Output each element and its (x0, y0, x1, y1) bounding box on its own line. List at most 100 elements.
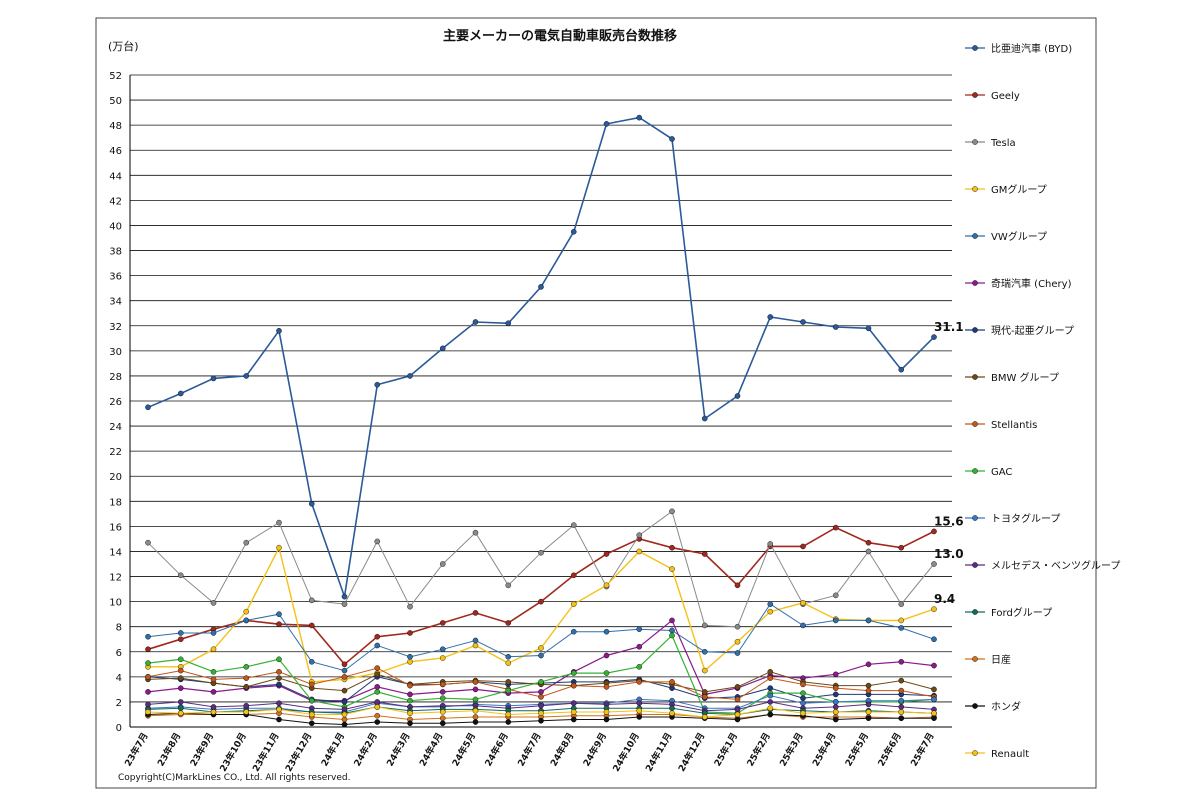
data-point (570, 670, 577, 676)
legend-marker (972, 374, 978, 380)
data-point (767, 692, 774, 699)
data-point (570, 572, 577, 579)
y-tick-label: 14 (109, 547, 122, 558)
data-point (538, 689, 544, 695)
data-point (898, 715, 905, 722)
legend-marker (972, 750, 978, 756)
y-tick-label: 10 (109, 598, 122, 609)
y-tick-label: 32 (109, 322, 122, 333)
data-point (308, 720, 315, 727)
data-point (374, 671, 381, 678)
data-point (865, 682, 872, 689)
data-point (767, 541, 774, 547)
data-point (898, 366, 905, 373)
y-tick-label: 22 (109, 447, 122, 458)
data-point (276, 716, 282, 723)
data-point (636, 626, 643, 633)
data-point (603, 121, 610, 127)
data-point (407, 373, 413, 379)
data-point (276, 656, 282, 663)
y-tick-label: 44 (109, 171, 122, 182)
data-point (931, 696, 937, 703)
data-point (177, 390, 184, 397)
data-point (865, 325, 872, 332)
legend-label: 現代-起亜グループ (991, 324, 1074, 337)
data-point (341, 711, 348, 718)
data-point (669, 617, 675, 624)
data-point (276, 621, 282, 627)
data-point (243, 617, 250, 624)
legend-item: メルセデス・ベンツグループ (965, 559, 1120, 572)
data-point (734, 650, 741, 656)
end-value-label: 9.4 (934, 592, 955, 606)
data-point (832, 671, 839, 678)
legend-item: Stellantis (965, 420, 1037, 431)
data-point (210, 375, 217, 382)
data-point (177, 630, 184, 636)
data-point (898, 687, 905, 694)
data-point (931, 662, 937, 669)
legend-label: Geely (991, 91, 1020, 102)
data-point (570, 682, 577, 689)
data-point (636, 643, 643, 650)
data-point (767, 685, 774, 691)
data-point (570, 228, 577, 235)
data-point (931, 561, 937, 567)
data-point (145, 660, 151, 666)
data-point (669, 136, 675, 142)
data-point (210, 704, 217, 710)
data-point (538, 598, 544, 605)
data-point (374, 381, 381, 388)
data-point (210, 630, 217, 636)
data-point (505, 582, 512, 589)
data-point (145, 539, 151, 546)
data-point (276, 700, 282, 706)
data-point (341, 721, 348, 728)
y-tick-label: 24 (109, 422, 122, 433)
data-point (800, 600, 806, 606)
y-tick-label: 20 (109, 472, 122, 483)
data-point (407, 697, 413, 704)
data-point (931, 686, 937, 693)
data-point (439, 345, 446, 352)
data-point (636, 679, 643, 685)
y-tick-label: 38 (109, 247, 122, 258)
data-point (931, 334, 937, 340)
data-point (308, 681, 315, 688)
legend-item: ホンダ (965, 700, 1021, 713)
data-point (374, 719, 381, 725)
data-point (145, 701, 151, 708)
data-point (865, 548, 872, 555)
y-tick-label: 26 (109, 397, 122, 408)
data-point (243, 608, 250, 615)
legend-label: GMグループ (991, 183, 1047, 196)
data-point (439, 695, 446, 701)
data-point (472, 642, 479, 649)
data-point (800, 710, 806, 717)
data-point (276, 519, 282, 526)
data-point (767, 314, 774, 320)
data-point (243, 684, 250, 690)
data-point (898, 709, 905, 715)
data-point (767, 601, 774, 607)
legend-label: Renault (991, 749, 1029, 760)
copyright-text: Copyright(C)MarkLines CO., Ltd. All righ… (118, 773, 350, 783)
legend-marker (972, 233, 978, 239)
legend-label: 奇瑞汽車 (Chery) (991, 277, 1072, 290)
data-point (701, 694, 708, 700)
data-point (603, 628, 610, 635)
data-point (243, 373, 250, 379)
data-point (800, 700, 806, 706)
data-point (472, 714, 479, 720)
end-value-label: 15.6 (934, 514, 964, 528)
data-point (538, 645, 544, 651)
y-tick-label: 28 (109, 372, 122, 383)
data-point (865, 701, 872, 708)
data-point (865, 715, 872, 722)
data-point (177, 710, 184, 717)
data-point (374, 684, 381, 690)
y-tick-label: 30 (109, 347, 122, 358)
